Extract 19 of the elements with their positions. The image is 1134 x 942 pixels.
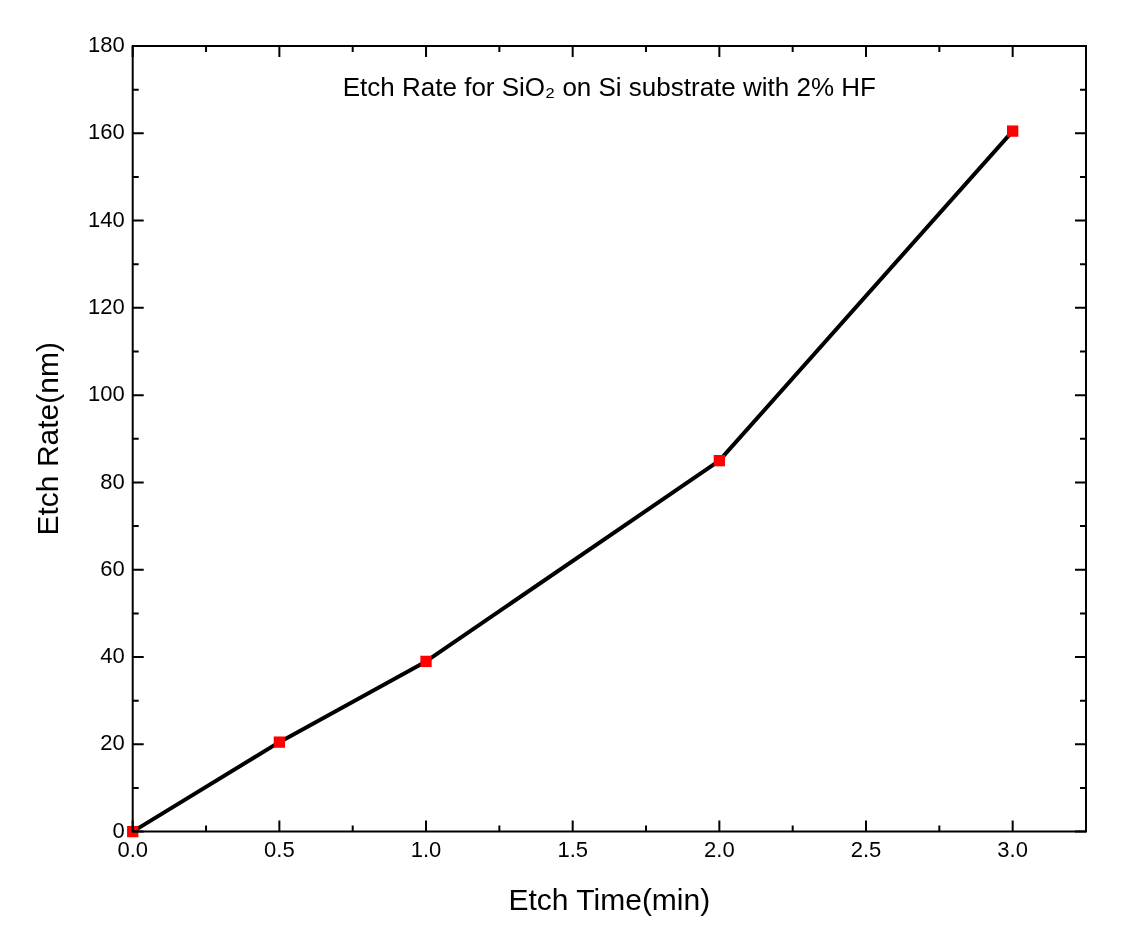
y-tick-label: 140 [87, 206, 125, 232]
y-tick-label: 100 [87, 381, 125, 407]
x-tick-label: 0.5 [264, 836, 295, 862]
y-tick-label: 40 [100, 643, 125, 669]
x-tick-label: 1.0 [410, 836, 442, 862]
y-tick-label: 0 [112, 817, 125, 843]
y-tick-label: 160 [87, 119, 125, 145]
y-tick-label: 180 [87, 32, 125, 58]
y-tick-label: 120 [87, 293, 125, 319]
text: Etch Rate for SiO₂ on Si substrate with 2% HF [342, 72, 876, 103]
x-tick-label: 2.5 [850, 836, 882, 862]
y-tick-label: 80 [100, 468, 125, 494]
x-tick-label: 2.0 [704, 836, 735, 862]
x-tick-label: 1.5 [557, 836, 588, 862]
y-axis-title: Etch Rate(nm) [31, 342, 65, 536]
y-tick-label: 20 [100, 730, 125, 756]
x-axis-title: Etch Time(min) [508, 883, 711, 917]
x-tick-label: 3.0 [997, 836, 1028, 862]
y-tick-label: 60 [100, 555, 125, 581]
